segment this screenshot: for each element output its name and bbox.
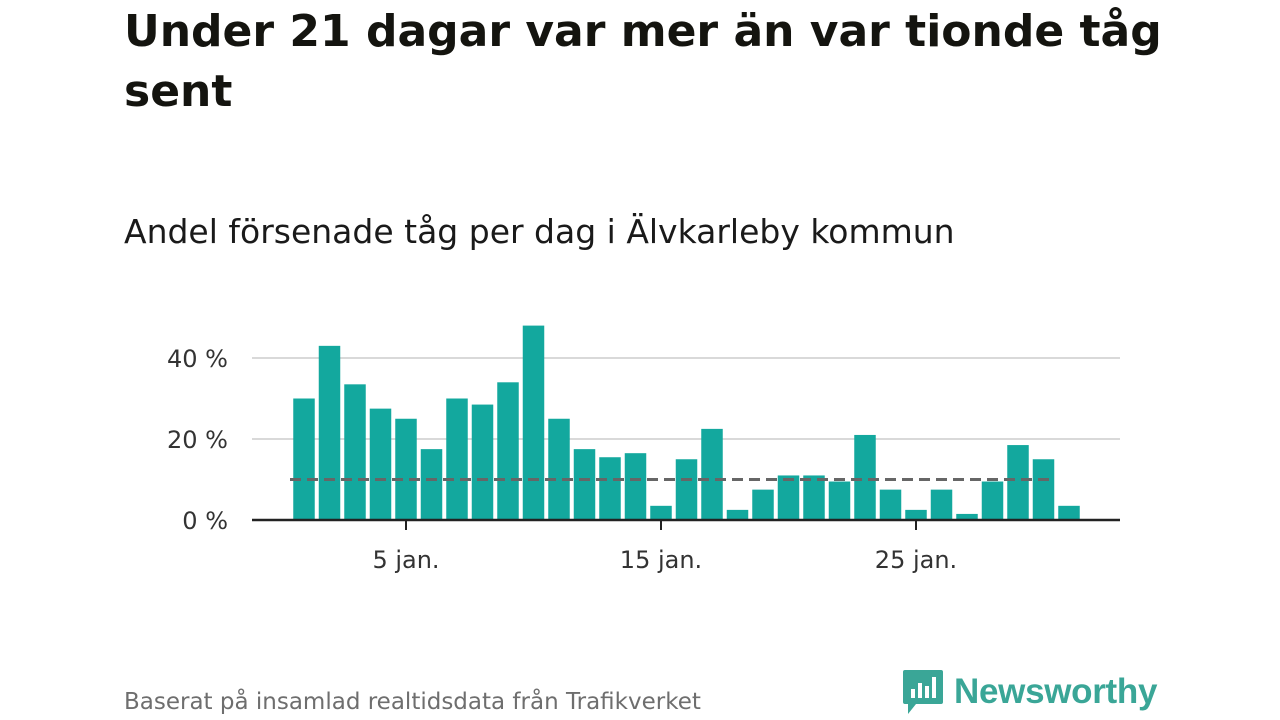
y-tick-label: 20 % — [167, 426, 228, 454]
bar — [293, 398, 315, 520]
y-tick-label: 40 % — [167, 345, 228, 373]
bar — [752, 489, 774, 521]
bar — [497, 382, 519, 520]
newsworthy-logo-icon — [903, 670, 943, 714]
x-tick-label: 15 jan. — [620, 546, 702, 574]
chart-title: Under 21 dagar var mer än var tionde tåg… — [124, 6, 1162, 117]
bar — [675, 459, 698, 520]
bar-series — [293, 325, 1080, 521]
brand-logo: Newsworthy — [902, 668, 1157, 716]
bar — [726, 509, 749, 521]
bar — [828, 481, 851, 520]
source-note: Baserat på insamlad realtidsdata från Tr… — [124, 689, 701, 715]
chart-subtitle: Andel försenade tåg per dag i Älvkarleby… — [124, 212, 955, 251]
bar — [344, 384, 366, 520]
bar — [650, 505, 672, 520]
bar — [879, 489, 902, 521]
bar — [981, 481, 1004, 520]
bar — [395, 418, 417, 520]
x-tick-label: 5 jan. — [372, 546, 439, 574]
bar — [1032, 459, 1055, 520]
bar — [599, 457, 621, 520]
bar — [573, 449, 596, 521]
bar-chart: 0 % 20 % 40 % 5 jan. 15 jan. 25 jan. — [167, 325, 1120, 574]
bar — [318, 345, 341, 520]
bar — [956, 513, 978, 520]
bar — [1058, 505, 1080, 520]
bar — [471, 404, 494, 520]
bar — [446, 398, 468, 520]
bar — [624, 453, 647, 520]
bar — [1007, 445, 1029, 520]
bar — [930, 489, 953, 521]
bar — [522, 325, 545, 520]
x-tick-label: 25 jan. — [875, 546, 957, 574]
bar — [701, 428, 723, 521]
brand-name: Newsworthy — [954, 672, 1158, 711]
bar — [777, 475, 800, 520]
axes — [252, 518, 1120, 530]
y-tick-label: 0 % — [182, 507, 228, 535]
bar — [905, 509, 927, 521]
bar — [369, 408, 392, 521]
bar — [420, 449, 443, 521]
y-tick-labels: 0 % 20 % 40 % — [167, 345, 228, 535]
bar — [854, 434, 876, 520]
bar — [548, 418, 570, 520]
bar — [803, 475, 825, 520]
x-tick-labels: 5 jan. 15 jan. 25 jan. — [372, 546, 957, 574]
